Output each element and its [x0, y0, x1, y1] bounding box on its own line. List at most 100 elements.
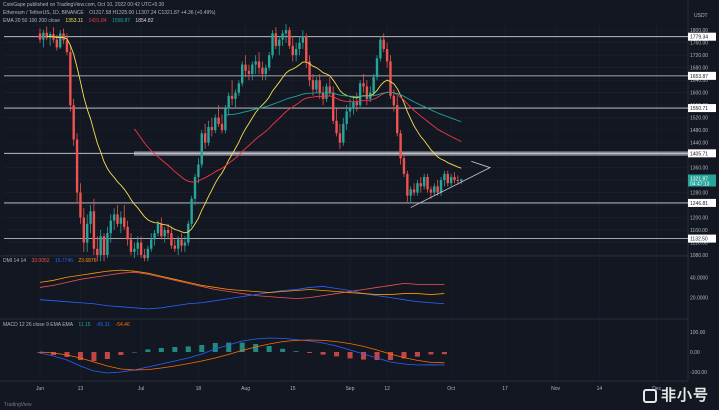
macd-line: [39, 337, 445, 374]
macd-hist-bar-5: [104, 352, 110, 359]
symbol-title[interactable]: Ethereum / TetherUS, 1D, BINANCE: [3, 10, 84, 16]
candle-body-119: [439, 180, 443, 193]
candle-body-49: [203, 133, 207, 143]
macd-legend: MACD 12 26 close 9 EMA EMA 11.15 -65.31 …: [3, 322, 134, 329]
candle-body-14: [85, 223, 89, 243]
watermark-text: 非小号: [660, 386, 709, 404]
dmi-value-minus: 33.0052: [31, 258, 50, 264]
price-tick-17: 1120.00: [690, 241, 708, 247]
dmi-minus-line: [39, 271, 445, 300]
candle-body-30: [139, 242, 143, 255]
candle-body-90: [342, 123, 345, 143]
candle-body-28: [133, 248, 136, 252]
candle-body-56: [227, 95, 230, 109]
price-tick-3: 1680.00: [690, 66, 708, 72]
candle-body-103: [385, 48, 389, 62]
candle-body-40: [173, 245, 176, 249]
macd-hist-bar-27: [401, 352, 407, 359]
candle-body-74: [288, 30, 291, 46]
candle-body-95: [358, 83, 362, 106]
candle-body-8: [65, 40, 69, 53]
macd-hist-bar-16: [253, 344, 259, 352]
level-tag-1: [688, 71, 716, 80]
candle-body-77: [298, 42, 301, 49]
candle-body-81: [311, 80, 315, 90]
macd-hist-bar-9: [158, 348, 164, 352]
macd-value-line: -65.31: [95, 322, 111, 328]
candle-body-2: [45, 32, 48, 39]
macd-label[interactable]: MACD 12 26 close 9 EMA EMA: [3, 322, 74, 328]
macd-tick-2: -100.00: [690, 370, 707, 376]
candle-body-39: [170, 233, 173, 246]
candle-body-63: [251, 64, 254, 74]
candle-body-45: [190, 198, 193, 224]
price-tick-15: 1200.00: [690, 216, 708, 222]
candle-body-1: [42, 32, 45, 40]
candle-body-13: [82, 217, 86, 243]
ema100-line: [225, 91, 462, 123]
candle-body-83: [318, 80, 321, 93]
candle-body-124: [456, 180, 460, 182]
candle-body-89: [338, 133, 342, 143]
macd-hist-bar-15: [239, 342, 245, 352]
candle-body-52: [214, 117, 217, 131]
candle-body-11: [75, 139, 79, 193]
dmi-legend: DMI 14 14 33.0052 15.7745 23.6876: [3, 258, 100, 265]
candle-body-73: [284, 30, 288, 34]
candle-body-70: [274, 33, 278, 46]
candle-body-88: [335, 120, 338, 134]
macd-hist-bar-7: [131, 352, 137, 353]
candle-body-105: [392, 95, 396, 106]
macd-hist-bar-21: [320, 352, 326, 355]
candle-body-57: [230, 95, 234, 99]
candle-body-37: [163, 230, 166, 237]
candle-body-125: [460, 179, 463, 182]
candle-body-26: [126, 226, 129, 240]
candle-body-120: [443, 173, 446, 181]
candle-body-84: [321, 92, 325, 99]
candle-body-76: [294, 48, 298, 56]
macd-hist-bar-18: [280, 348, 286, 352]
macd-hist-bar-0: [37, 352, 43, 353]
macd-hist-bar-12: [199, 345, 205, 352]
x-tick-9: 17: [502, 386, 508, 392]
watermark-icon: [642, 389, 657, 403]
candle-body-121: [446, 173, 449, 184]
candle-body-71: [278, 39, 281, 46]
candle-body-108: [402, 158, 406, 174]
level-tag-0: [688, 32, 716, 41]
candle-body-62: [247, 70, 251, 74]
candle-body-24: [119, 217, 123, 224]
candle-body-109: [406, 173, 409, 196]
candle-body-82: [315, 80, 318, 90]
macd-hist-bar-2: [64, 352, 70, 357]
candle-body-79: [305, 36, 308, 62]
dmi-label[interactable]: DMI 14 14: [3, 258, 27, 264]
macd-hist-bar-24: [361, 352, 367, 360]
countdown-label: 04:47:13: [690, 181, 710, 187]
ema-label[interactable]: EMA 20 50 100 200 close: [3, 18, 60, 24]
candle-body-48: [200, 133, 203, 165]
macd-hist-bar-19: [293, 351, 299, 352]
candle-body-106: [396, 105, 399, 134]
x-tick-8: Oct: [447, 386, 455, 392]
candle-body-33: [150, 239, 153, 249]
candle-body-64: [254, 61, 257, 65]
level-label-2: 1550.71: [690, 106, 708, 112]
macd-hist-bar-11: [185, 346, 191, 352]
macd-hist-bar-20: [307, 352, 313, 353]
tradingview-logo[interactable]: TradingView: [4, 402, 32, 408]
x-tick-5: 15: [290, 386, 296, 392]
candle-body-87: [331, 92, 335, 121]
candle-body-107: [399, 133, 402, 159]
ema20-value: 1353.11: [65, 18, 84, 24]
candle-body-12: [79, 192, 82, 218]
candle-body-104: [389, 61, 392, 96]
triangle-pattern: [410, 160, 492, 208]
candle-body-58: [234, 92, 237, 99]
candle-body-15: [89, 211, 92, 224]
candle-body-99: [372, 77, 375, 93]
publisher-line: CoinGape published on TradingView.com, O…: [3, 2, 165, 8]
x-tick-7: 12: [384, 386, 390, 392]
